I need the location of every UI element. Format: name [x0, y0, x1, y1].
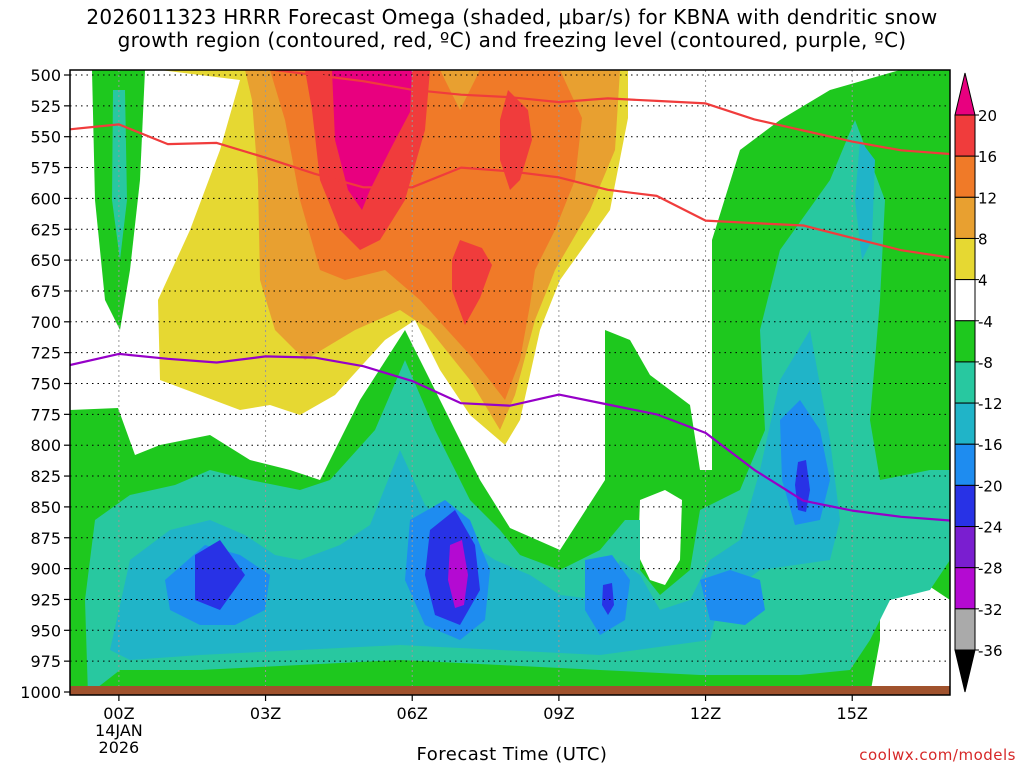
colorbar-swatch — [954, 567, 976, 610]
omega-region-minus16-d — [700, 570, 765, 625]
colorbar-tick-label: -8 — [978, 354, 993, 372]
y-tick-label: 575 — [30, 159, 61, 178]
colorbar-swatch — [954, 196, 976, 239]
colorbar-swatch — [954, 443, 976, 486]
colorbar-swatch — [954, 155, 976, 198]
contour-dendritic-growth-region-12c — [70, 123, 950, 259]
colorbar-tick-label: 20 — [978, 107, 997, 125]
ground-strip — [70, 686, 950, 695]
y-tick-label: 1000 — [20, 683, 61, 702]
omega-white-pocket-low — [880, 588, 950, 695]
colorbar-tick-label: -28 — [978, 560, 1003, 578]
x-tick-label: 15Z — [837, 704, 868, 723]
colorbar-tick-label: -24 — [978, 519, 1003, 537]
colorbar-swatch — [954, 526, 976, 569]
contour-freezing-level-0c — [70, 352, 950, 522]
colorbar-tick-label: 12 — [978, 189, 997, 207]
colorbar-tick-label: 16 — [978, 148, 997, 166]
y-tick-label: 775 — [30, 405, 61, 424]
omega-region-minus8-upper — [112, 90, 127, 260]
x-tick-label: 00Z — [103, 704, 134, 723]
y-tick-label: 800 — [30, 436, 61, 455]
colorbar-tick-label: -32 — [978, 601, 1003, 619]
x-date-label: 14JAN — [95, 721, 143, 740]
colorbar-swatch — [954, 320, 976, 363]
gridlines — [70, 70, 950, 695]
y-tick-label: 525 — [30, 97, 61, 116]
contour-dendritic-growth-region-18c — [266, 70, 950, 156]
y-tick-label: 950 — [30, 621, 61, 640]
colorbar-tick-label: -20 — [978, 477, 1003, 495]
y-tick-label: 875 — [30, 529, 61, 548]
y-tick-label: 925 — [30, 590, 61, 609]
x-tick-label: 12Z — [690, 704, 721, 723]
colorbar-tick-label: 4 — [978, 272, 988, 290]
credit-link[interactable]: coolwx.com/models — [859, 746, 1016, 764]
omega-region-plus20 — [332, 70, 412, 210]
colorbar-tick-label: -4 — [978, 313, 993, 331]
colorbar-swatch — [954, 114, 976, 157]
y-tick-label: 600 — [30, 189, 61, 208]
x-axis-label: Forecast Time (UTC) — [416, 744, 608, 765]
y-tick-label: 550 — [30, 128, 61, 147]
omega-region-minus12-upper — [855, 140, 875, 260]
y-tick-label: 750 — [30, 375, 61, 394]
chart-title: 2026011323 HRRR Forecast Omega (shaded, … — [0, 6, 1024, 52]
y-tick-label: 650 — [30, 251, 61, 270]
x-tick-label: 03Z — [250, 704, 281, 723]
omega-white-pocket — [638, 490, 682, 585]
colorbar-top-arrow — [954, 72, 976, 116]
colorbar-tick-label: -36 — [978, 642, 1003, 660]
y-tick-label: 675 — [30, 282, 61, 301]
y-tick-label: 700 — [30, 313, 61, 332]
x-tick-label: 09Z — [543, 704, 574, 723]
y-tick-label: 500 — [30, 66, 61, 85]
y-tick-label: 850 — [30, 498, 61, 517]
omega-region-plus16-c — [452, 240, 492, 325]
y-tick-label: 725 — [30, 344, 61, 363]
x-year-label: 2026 — [99, 738, 140, 757]
omega-region-minus24 — [448, 540, 468, 608]
plot-frame — [69, 69, 951, 696]
colorbar-swatch — [954, 279, 976, 322]
chart-title-line2: growth region (contoured, red, ºC) and f… — [117, 28, 907, 52]
colorbar-swatch — [954, 484, 976, 528]
y-tick-label: 900 — [30, 560, 61, 579]
colorbar-tick-label: 8 — [978, 230, 988, 248]
omega-region-minus12 — [110, 330, 840, 660]
omega-region-minus20-c — [602, 583, 614, 615]
x-tick-label: 06Z — [397, 704, 428, 723]
omega-region-minus20-a — [195, 540, 245, 610]
colorbar-bottom-arrow — [954, 649, 976, 693]
chart-title-line1: 2026011323 HRRR Forecast Omega (shaded, … — [86, 5, 938, 29]
y-tick-label: 975 — [30, 652, 61, 671]
omega-shading — [70, 70, 950, 695]
contour-lines — [70, 70, 950, 522]
omega-region-plus16-b — [500, 90, 532, 190]
colorbar-swatch — [954, 237, 976, 281]
y-axis: 500 525 550 575 600 625 650 675 700 725 750 775 800 8… — [20, 66, 70, 702]
colorbar-swatch — [954, 608, 976, 651]
colorbar-tick-label: -16 — [978, 436, 1003, 454]
y-tick-label: 625 — [30, 220, 61, 239]
y-tick-label: 825 — [30, 467, 61, 486]
colorbar-tick-label: -12 — [978, 395, 1003, 413]
colorbar-swatch — [954, 361, 976, 404]
colorbar: 20 16 12 8 4 -4 -8 -12 -16 -20 -24 -28 -32 -36 — [954, 72, 1003, 693]
colorbar-swatch — [954, 402, 976, 445]
